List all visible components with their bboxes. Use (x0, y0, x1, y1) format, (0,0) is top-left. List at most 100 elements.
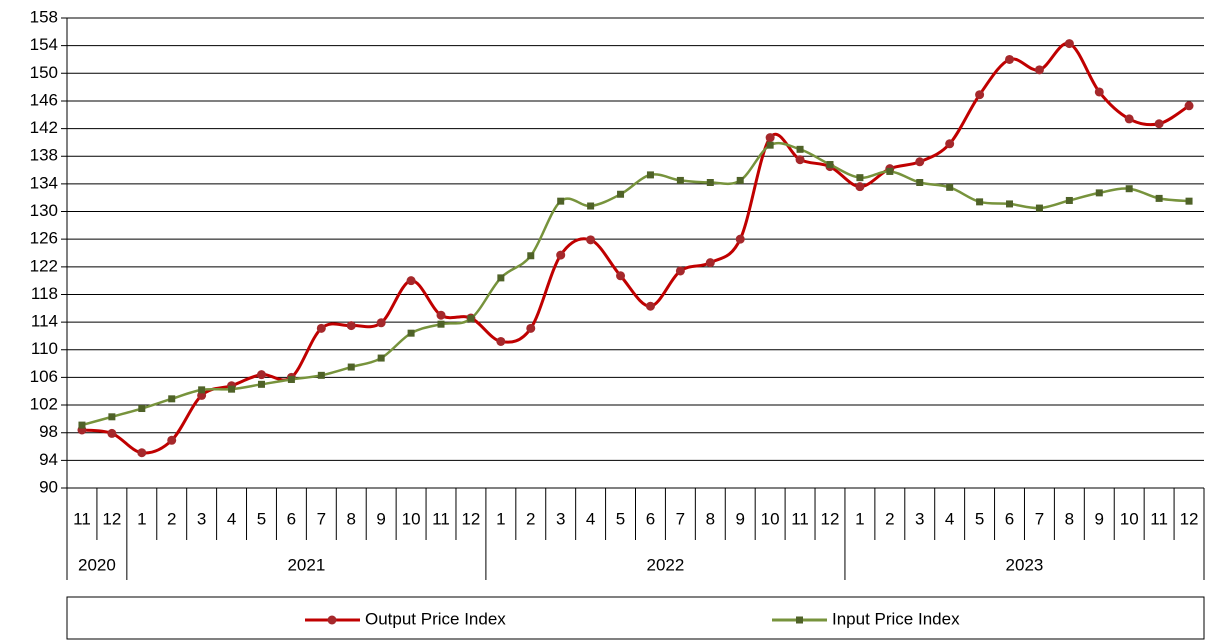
marker (796, 145, 804, 153)
marker (916, 179, 924, 186)
marker (675, 266, 685, 276)
marker (1095, 189, 1103, 197)
marker (826, 161, 834, 169)
marker (645, 301, 655, 311)
x-group-label: 2020 (78, 555, 116, 574)
x-tick-label: 11 (432, 509, 450, 528)
x-tick-label: 4 (945, 509, 954, 528)
x-tick-label: 9 (1095, 509, 1104, 528)
x-tick-label: 4 (586, 509, 595, 528)
x-tick-label: 8 (706, 509, 715, 528)
y-tick-label: 146 (30, 90, 58, 109)
x-tick-label: 12 (102, 509, 121, 528)
x-tick-label: 12 (821, 509, 840, 528)
marker (556, 250, 566, 260)
marker (587, 202, 595, 210)
marker (497, 274, 505, 282)
x-tick-label: 10 (402, 509, 421, 528)
x-tick-label: 8 (347, 509, 356, 528)
y-tick-label: 154 (30, 35, 58, 54)
x-group-label: 2021 (287, 555, 325, 574)
x-tick-label: 7 (317, 509, 326, 528)
marker (317, 371, 325, 379)
legend-label: Output Price Index (365, 609, 506, 628)
y-tick-label: 114 (31, 312, 58, 331)
marker (1006, 200, 1014, 208)
x-tick-label: 5 (257, 509, 266, 528)
x-tick-label: 6 (646, 509, 655, 528)
x-group-label: 2023 (1006, 555, 1044, 574)
marker (107, 428, 117, 438)
marker (1155, 194, 1163, 202)
y-tick-label: 134 (30, 173, 58, 192)
marker (705, 258, 715, 268)
x-tick-label: 7 (676, 509, 685, 528)
marker (108, 413, 116, 421)
marker (256, 370, 266, 380)
marker (795, 155, 805, 165)
x-tick-label: 6 (287, 509, 296, 528)
marker (706, 179, 714, 186)
marker (1064, 39, 1074, 49)
marker (616, 271, 626, 281)
marker (736, 176, 744, 184)
y-tick-label: 106 (30, 367, 58, 386)
x-tick-label: 5 (975, 509, 984, 528)
x-tick-label: 5 (616, 509, 625, 528)
x-tick-label: 1 (496, 509, 505, 528)
x-tick-label: 3 (915, 509, 924, 528)
x-tick-label: 9 (735, 509, 744, 528)
y-tick-label: 126 (30, 229, 58, 248)
marker (557, 197, 565, 205)
y-tick-label: 130 (30, 201, 58, 220)
x-tick-label: 2 (167, 509, 176, 528)
marker (586, 235, 596, 245)
y-tick-label: 110 (31, 339, 58, 358)
marker (855, 182, 865, 192)
marker (437, 320, 445, 328)
x-group-label: 2022 (647, 555, 685, 574)
marker (377, 354, 385, 362)
marker (257, 380, 265, 388)
x-tick-label: 2 (885, 509, 894, 528)
marker (646, 171, 654, 179)
marker (1185, 197, 1193, 205)
x-tick-label: 1 (137, 509, 146, 528)
legend-box (66, 596, 1205, 640)
marker (228, 385, 236, 393)
marker (1065, 196, 1073, 204)
x-tick-label: 12 (1180, 509, 1199, 528)
x-tick-label: 1 (855, 509, 864, 528)
marker (1154, 119, 1164, 129)
x-tick-label: 10 (1120, 509, 1139, 528)
x-tick-label: 2 (526, 509, 535, 528)
marker (1125, 185, 1133, 193)
marker (856, 174, 864, 182)
marker (976, 198, 984, 206)
y-tick-label: 98 (39, 422, 58, 441)
marker (676, 176, 684, 184)
marker (766, 141, 774, 149)
marker (1124, 114, 1134, 124)
x-tick-label: 3 (197, 509, 206, 528)
marker (975, 90, 985, 100)
marker (198, 386, 206, 394)
series-line (81, 42, 1190, 455)
series-line (81, 141, 1190, 427)
y-tick-label: 102 (30, 395, 58, 414)
marker (137, 448, 147, 458)
y-tick-label: 158 (30, 7, 58, 26)
marker (467, 315, 475, 323)
x-tick-label: 4 (227, 509, 236, 528)
marker (287, 375, 295, 383)
marker (496, 336, 506, 346)
x-tick-label: 7 (1035, 509, 1044, 528)
marker (886, 167, 894, 175)
marker (406, 276, 416, 286)
x-tick-label: 11 (73, 509, 91, 528)
y-tick-label: 90 (39, 477, 58, 496)
legend-label: Input Price Index (832, 609, 960, 628)
marker (765, 133, 775, 143)
